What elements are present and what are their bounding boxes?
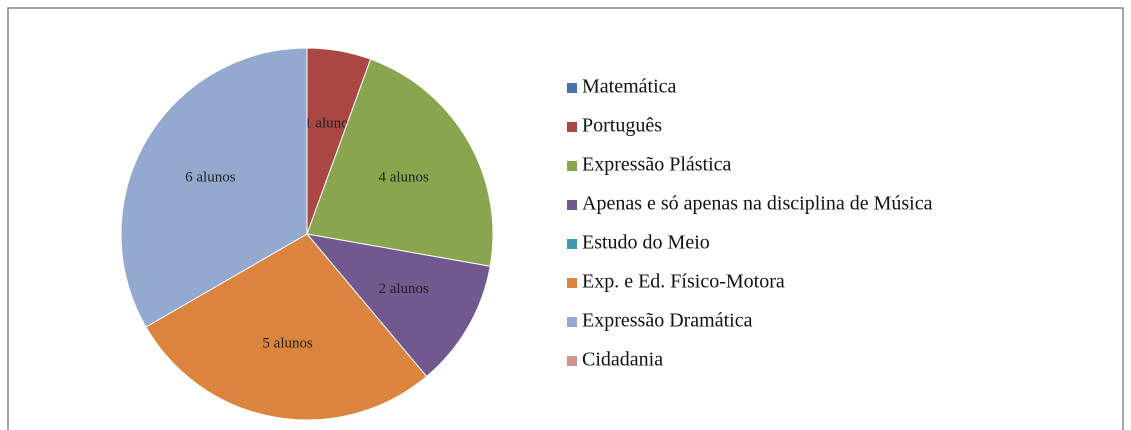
data-label: 1 aluno — [304, 116, 349, 132]
pie-slice — [120, 47, 308, 328]
legend-swatch — [567, 239, 577, 249]
pie-slice — [306, 58, 494, 267]
data-label: 5 alunos — [262, 335, 313, 351]
pie-slice — [145, 233, 428, 421]
legend-label: Exp. e Ed. Físico-Motora — [582, 271, 785, 293]
legend-label: Expressão Dramática — [582, 310, 753, 332]
legend-label: Cidadania — [582, 349, 663, 371]
data-label: 2 alunos — [378, 281, 429, 297]
data-label: 4 alunos — [378, 170, 429, 186]
legend-swatch — [567, 356, 577, 366]
data-label: 6 alunos — [185, 170, 236, 186]
pie-slice — [305, 233, 491, 378]
legend-label: Estudo do Meio — [582, 232, 710, 254]
legend-swatch — [567, 83, 577, 93]
legend-label: Português — [582, 115, 662, 137]
legend-swatch — [567, 278, 577, 288]
legend-label: Matemática — [582, 76, 677, 98]
legend-label: Expressão Plástica — [582, 154, 732, 176]
legend-swatch — [567, 317, 577, 327]
legend-swatch — [567, 200, 577, 210]
frame — [7, 7, 1124, 430]
legend-label: Apenas e só apenas na disciplina de Músi… — [582, 193, 933, 215]
legend-swatch — [567, 161, 577, 171]
legend-swatch — [567, 122, 577, 132]
